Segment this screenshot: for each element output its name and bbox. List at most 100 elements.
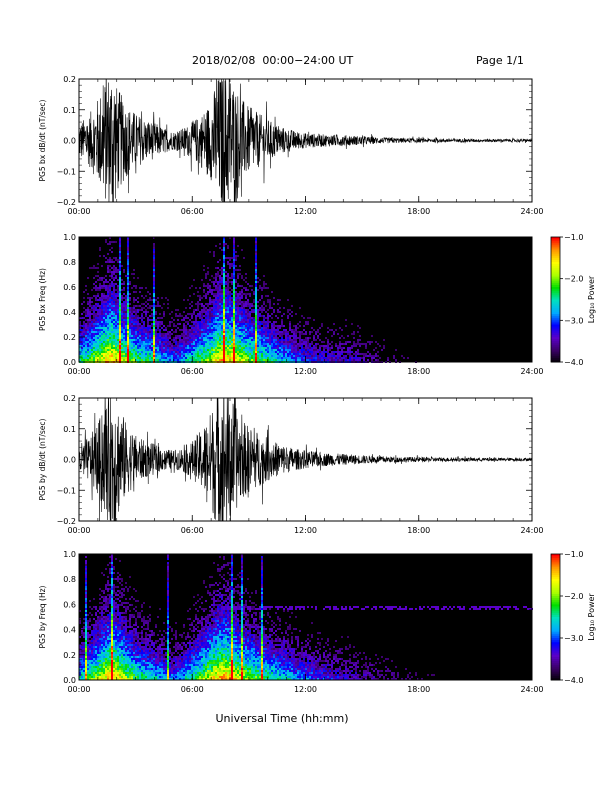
spectrogram-cell (213, 283, 215, 285)
spectrogram-cell (129, 335, 131, 337)
spectrogram-cell (79, 345, 81, 347)
spectrogram-cell (317, 357, 319, 359)
spectrogram-cell (149, 325, 151, 327)
spectrogram-cell (221, 277, 223, 279)
spectrogram-cell (89, 646, 91, 648)
spectrogram-cell (107, 315, 109, 317)
spectrogram-cell (161, 323, 163, 325)
spectrogram-cell (165, 339, 167, 341)
spectrogram-cell (269, 339, 271, 341)
spectrogram-cell (105, 339, 107, 341)
spectrogram-cell (213, 277, 215, 279)
spectrogram-cell (285, 351, 287, 353)
spectrogram-cell (167, 359, 169, 361)
spectrogram-cell (205, 353, 207, 355)
spectrogram-cell (91, 351, 93, 353)
spectrogram-cell (99, 608, 101, 610)
spectrogram-cell (243, 333, 245, 335)
spectrogram-cell (329, 343, 331, 345)
spectrogram-cell (195, 357, 197, 359)
spectrogram-cell (223, 289, 225, 291)
spectrogram-cell (119, 293, 121, 295)
spectrogram-cell (89, 648, 91, 650)
spectrogram-cell (115, 357, 117, 359)
spectrogram-cell (135, 331, 137, 333)
spectrogram-cell (231, 307, 233, 309)
spectrogram-cell (97, 263, 99, 265)
spectrogram-cell (89, 662, 91, 664)
spectrogram-cell (259, 345, 261, 347)
spectrogram-cell (235, 287, 237, 289)
spectrogram-cell (237, 351, 239, 353)
spectrogram-cell (117, 305, 119, 307)
spectrogram-cell (143, 307, 145, 309)
spectrogram-cell (213, 341, 215, 343)
spectrogram-cell (247, 303, 249, 305)
spectrogram-cell (239, 317, 241, 319)
spectrogram-cell (235, 349, 237, 351)
spectrogram-cell (219, 259, 221, 261)
spectrogram-cell (247, 299, 249, 301)
spectrogram-cell (91, 662, 93, 664)
spectrogram-cell (209, 285, 211, 287)
spectrogram-cell (289, 345, 291, 347)
spectrogram-cell (157, 325, 159, 327)
spectrogram-cell (257, 359, 259, 361)
spectrogram-cell (233, 347, 235, 349)
spectrogram-cell (121, 321, 123, 323)
spectrogram-cell (143, 317, 145, 319)
spectrogram-cell (111, 337, 113, 339)
spectrogram-cell (95, 678, 97, 680)
spectrogram-cell (109, 317, 111, 319)
spectrogram-cell (267, 341, 269, 343)
spectrogram-cell (207, 285, 209, 287)
spectrogram-cell (211, 323, 213, 325)
spectrogram-cell (109, 588, 111, 590)
spectrogram-cell (229, 287, 231, 289)
spectrogram-cell (115, 317, 117, 319)
spectrogram-cell (233, 263, 235, 265)
spectrogram-cell (167, 355, 169, 357)
spectrogram-cell (193, 279, 195, 281)
spectrogram-cell (117, 331, 119, 333)
spectrogram-cell (107, 327, 109, 329)
spectrogram-cell (233, 355, 235, 357)
spectrogram-cell (223, 349, 225, 351)
spectrogram-cell (211, 289, 213, 291)
spectrogram-cell (215, 341, 217, 343)
spectrogram-cell (93, 321, 95, 323)
spectrogram-cell (343, 355, 345, 357)
spectrogram-cell (85, 337, 87, 339)
spectrogram-cell (79, 650, 81, 652)
spectrogram-cell (133, 335, 135, 337)
spectrogram-cell (357, 341, 359, 343)
spectrogram-cell (291, 339, 293, 341)
spectrogram-cell (219, 299, 221, 301)
spectrogram-cell (95, 285, 97, 287)
spectrogram-cell (117, 271, 119, 273)
spectrogram-cell (201, 315, 203, 317)
spectrogram-cell (293, 347, 295, 349)
spectrogram-cell (279, 333, 281, 335)
spectrogram-cell (85, 574, 87, 576)
spectrogram-cell (163, 315, 165, 317)
spectrogram-cell (249, 315, 251, 317)
spectrogram-cell (237, 293, 239, 295)
spectrogram-cell (159, 337, 161, 339)
spectrogram-cell (229, 317, 231, 319)
spectrogram-cell (111, 329, 113, 331)
spectrogram-cell (335, 345, 337, 347)
spectrogram-cell (231, 297, 233, 299)
spectrogram-cell (111, 299, 113, 301)
spectrogram-cell (157, 321, 159, 323)
spectrogram-cell (89, 664, 91, 666)
spectrogram-cell (371, 335, 373, 337)
spectrogram-cell (163, 325, 165, 327)
spectrogram-cell (197, 355, 199, 357)
spectrogram-cell (153, 301, 155, 303)
spectrogram-cell (313, 351, 315, 353)
spectrogram-cell (127, 297, 129, 299)
spectrogram-cell (133, 349, 135, 351)
spectrogram-cell (245, 317, 247, 319)
spectrogram-cell (97, 351, 99, 353)
